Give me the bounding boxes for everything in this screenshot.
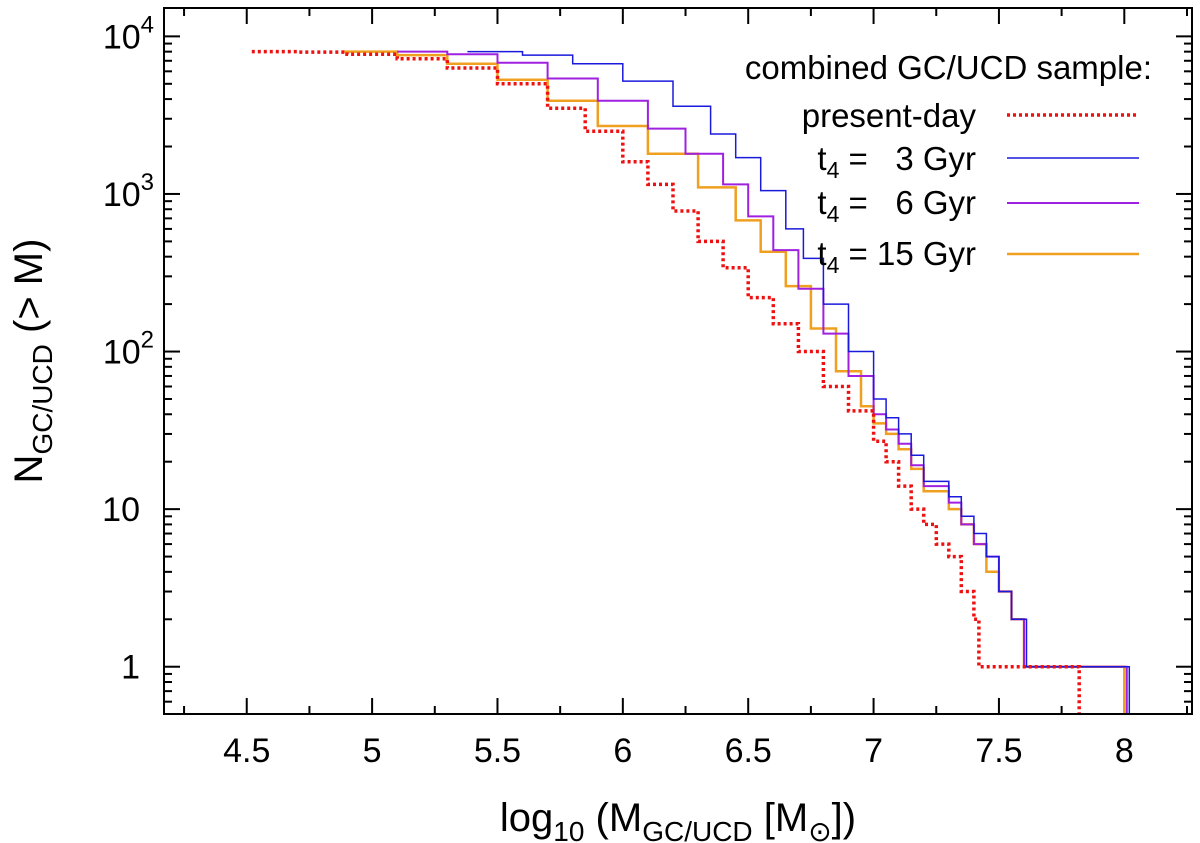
series-line-t4-3-gyr [467, 50, 1131, 714]
y-axis-label: NGC/UCD (> M) [7, 239, 58, 484]
x-label-close: ]) [832, 796, 856, 840]
y-tick-exponent: 3 [141, 169, 154, 196]
x-tick-label: 6.5 [725, 732, 772, 770]
x-label-sun-symbol: ⊙ [808, 816, 831, 843]
y-tick-base: 10 [102, 491, 140, 529]
x-label-sub: GC/UCD [642, 816, 752, 843]
y-tick-label: 1 [121, 649, 140, 687]
y-tick-label: 104 [103, 11, 154, 56]
series-line-present-day [251, 49, 1081, 714]
y-label-main: N [7, 455, 51, 484]
x-label-main-sub: 10 [553, 816, 584, 843]
x-tick-label: 8 [1115, 732, 1134, 770]
legend-6gyr-t: t [817, 184, 826, 221]
legend-label-15gyr: t4 = 15 Gyr [817, 235, 976, 278]
y-tick-base: 10 [103, 18, 141, 56]
legend-15gyr-t: t [817, 235, 826, 272]
legend-label-present-day: present-day [802, 97, 977, 134]
legend-3gyr-rest: = 3 Gyr [839, 140, 976, 177]
x-label-main: log [500, 796, 553, 840]
x-tick-label: 5.5 [474, 732, 521, 770]
plot-frame [163, 7, 1193, 715]
y-tick-exponent: 4 [141, 11, 154, 38]
y-label-sub: GC/UCD [27, 344, 58, 454]
x-tick-label: 6 [613, 732, 632, 770]
y-tick-label: 102 [103, 327, 154, 372]
legend-6gyr-rest: = 6 Gyr [839, 184, 976, 221]
x-label-open: (M [584, 796, 642, 840]
legend-6gyr-sub: 4 [827, 201, 840, 227]
x-tick-label: 7.5 [975, 732, 1022, 770]
series-line-t4-6-gyr [397, 50, 1128, 714]
legend-title: combined GC/UCD sample: [745, 49, 1152, 86]
x-tick-label: 5 [363, 732, 382, 770]
legend-label-3gyr: t4 = 3 Gyr [817, 140, 976, 183]
x-tick-label: 7 [864, 732, 883, 770]
x-tick-label: 4.5 [223, 732, 270, 770]
y-tick-base: 10 [103, 334, 141, 372]
legend-3gyr-sub: 4 [827, 157, 840, 183]
legend-present-day-text: present-day [802, 97, 977, 134]
y-tick-label: 103 [103, 169, 154, 214]
y-tick-exponent: 2 [141, 327, 154, 354]
y-tick-label: 10 [102, 491, 140, 529]
y-tick-base: 10 [103, 176, 141, 214]
legend-15gyr-sub: 4 [827, 252, 840, 278]
legend: combined GC/UCD sample: present-day t4 =… [745, 49, 1152, 278]
y-label-rest: (> M) [7, 239, 51, 345]
series-line-t4-15-gyr [342, 50, 1126, 714]
x-axis-label: log10 (MGC/UCD [M⊙]) [500, 796, 856, 843]
x-label-mid: [M [753, 796, 809, 840]
legend-label-6gyr: t4 = 6 Gyr [817, 184, 976, 227]
y-tick-base: 1 [121, 649, 140, 687]
legend-3gyr-t: t [817, 140, 826, 177]
legend-15gyr-rest: = 15 Gyr [839, 235, 976, 272]
